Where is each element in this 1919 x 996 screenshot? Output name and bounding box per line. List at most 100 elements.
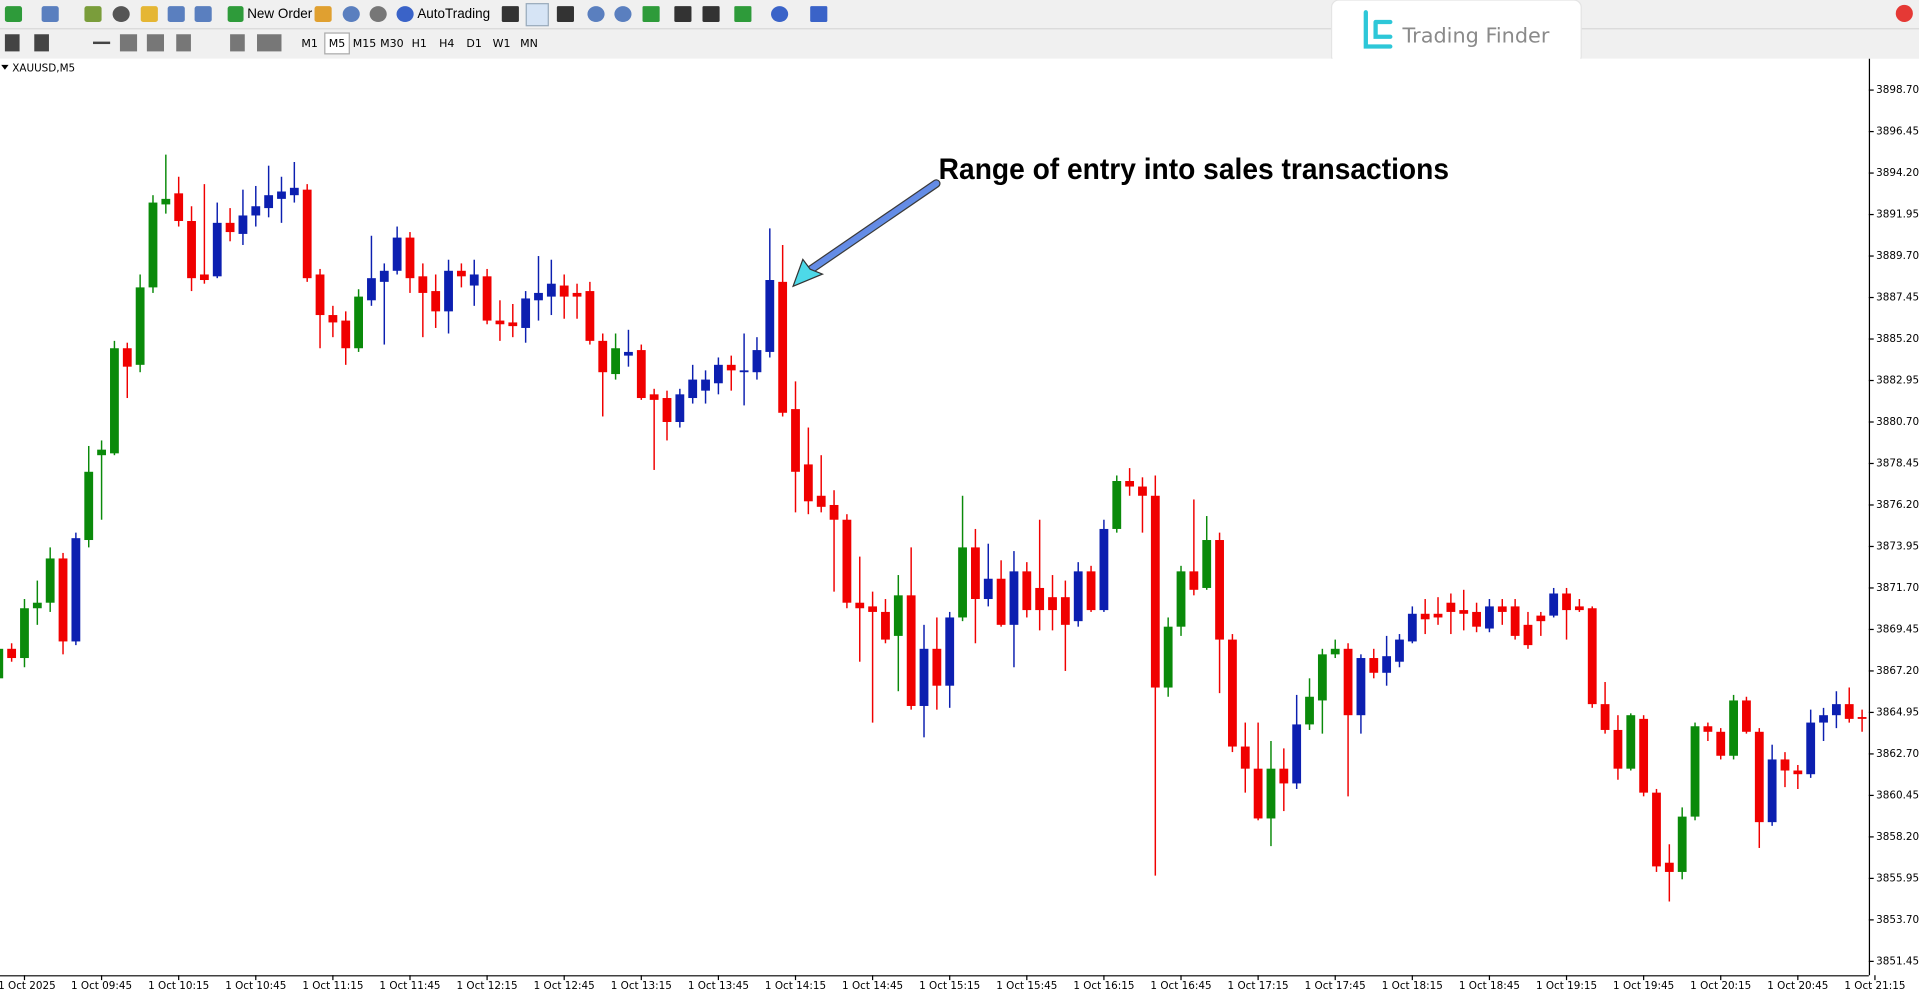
timeframe[interactable]: H1 [412, 37, 427, 50]
y-tick-label: 3853.70 [1876, 914, 1919, 926]
candle-body [1793, 770, 1803, 775]
icon[interactable] [140, 6, 158, 23]
timeframe[interactable]: M5 [329, 37, 346, 50]
y-tick-label: 3858.20 [1876, 831, 1919, 843]
candle-body [726, 364, 736, 371]
candle-body [1806, 722, 1816, 775]
icon[interactable] [702, 6, 720, 23]
candle-body [919, 648, 929, 706]
candle-body [1831, 704, 1841, 716]
x-tick-label: 1 Oct 2025 [0, 980, 56, 992]
toolbar-icons [4, 3, 828, 52]
candle-body [1690, 726, 1700, 817]
icon[interactable] [41, 6, 59, 23]
timeframe[interactable]: W1 [493, 37, 511, 50]
icon[interactable] [167, 6, 185, 23]
icon[interactable] [227, 6, 244, 23]
candle-body [97, 449, 106, 456]
x-tick-label: 1 Oct 15:45 [996, 980, 1057, 992]
timeframe[interactable]: M1 [301, 37, 318, 50]
timeframe[interactable]: D1 [466, 37, 481, 50]
icon[interactable] [771, 6, 789, 23]
annotation-arrow [792, 179, 941, 288]
candle-body [1716, 731, 1726, 756]
icon[interactable] [112, 6, 130, 23]
y-tick-label: 3898.70 [1876, 84, 1919, 96]
icon[interactable] [396, 6, 414, 23]
candle-body [881, 611, 890, 640]
candle-body [983, 578, 993, 600]
candle-body [58, 558, 68, 642]
candle-body [598, 340, 608, 373]
timeframe[interactable]: MN [520, 37, 538, 50]
y-tick-label: 3894.20 [1876, 167, 1919, 179]
icon[interactable] [369, 6, 387, 23]
icon[interactable] [4, 34, 20, 52]
icon[interactable] [34, 34, 49, 52]
candle-body [32, 602, 42, 609]
toolbar-button[interactable]: AutoTrading [417, 6, 490, 21]
icon[interactable] [642, 6, 660, 23]
timeframe-active [324, 32, 350, 55]
candle-body [1844, 704, 1854, 719]
icon[interactable] [257, 34, 282, 52]
candle-body [148, 202, 158, 288]
candle-body [1395, 639, 1404, 662]
icon[interactable] [342, 6, 360, 23]
x-tick-label: 1 Oct 13:45 [688, 980, 749, 992]
candle-body [1073, 571, 1083, 622]
candle-body [932, 648, 942, 686]
candle-body [713, 364, 723, 384]
candle-body [1125, 481, 1135, 487]
candle-body [328, 315, 338, 323]
candle-body [1228, 639, 1237, 747]
candle-body [534, 292, 543, 301]
notification-icon[interactable] [1895, 4, 1913, 23]
candle-body [1433, 613, 1443, 618]
icon[interactable] [314, 6, 332, 23]
timeframe[interactable]: M15 [353, 37, 377, 50]
icon[interactable] [194, 6, 212, 23]
candle-body [84, 471, 94, 541]
x-tick-label: 1 Oct 18:15 [1382, 980, 1443, 992]
icon[interactable] [525, 3, 549, 27]
y-tick-label: 3867.20 [1876, 665, 1919, 677]
timeframe[interactable]: M30 [380, 37, 404, 50]
symbol-marker [1, 64, 9, 70]
candle-body [559, 285, 569, 297]
icon[interactable] [93, 41, 111, 45]
candle-body [431, 291, 441, 312]
icon[interactable] [734, 6, 752, 23]
candle-body [482, 276, 492, 321]
candle-body [842, 519, 852, 603]
icon[interactable] [230, 34, 245, 52]
icon[interactable] [176, 34, 191, 52]
x-tick-label: 1 Oct 09:45 [71, 980, 132, 992]
icon[interactable] [146, 34, 164, 52]
toolbar-button[interactable]: New Order [247, 6, 313, 21]
candle-body [1767, 759, 1777, 823]
candle-body [739, 370, 749, 373]
candle-body [110, 348, 119, 454]
icon[interactable] [4, 6, 23, 23]
candle-body [161, 198, 171, 205]
candle-body [264, 195, 274, 209]
icon[interactable] [674, 6, 692, 23]
candle-body [1279, 768, 1289, 784]
candle-body [1549, 593, 1559, 616]
icon[interactable] [84, 6, 102, 23]
icon[interactable] [587, 6, 605, 23]
icon[interactable] [810, 6, 828, 23]
timeframe[interactable]: H4 [439, 37, 454, 50]
candle-body [546, 283, 556, 297]
icon[interactable] [556, 6, 574, 23]
icon[interactable] [119, 34, 138, 52]
candle-body [521, 298, 531, 328]
candle-body [1305, 696, 1314, 725]
candle-body [1035, 587, 1045, 611]
y-tick-label: 3851.45 [1876, 955, 1919, 967]
icon[interactable] [501, 6, 519, 23]
candle-body [444, 270, 453, 312]
candle-body [1086, 571, 1096, 611]
icon[interactable] [614, 6, 632, 23]
